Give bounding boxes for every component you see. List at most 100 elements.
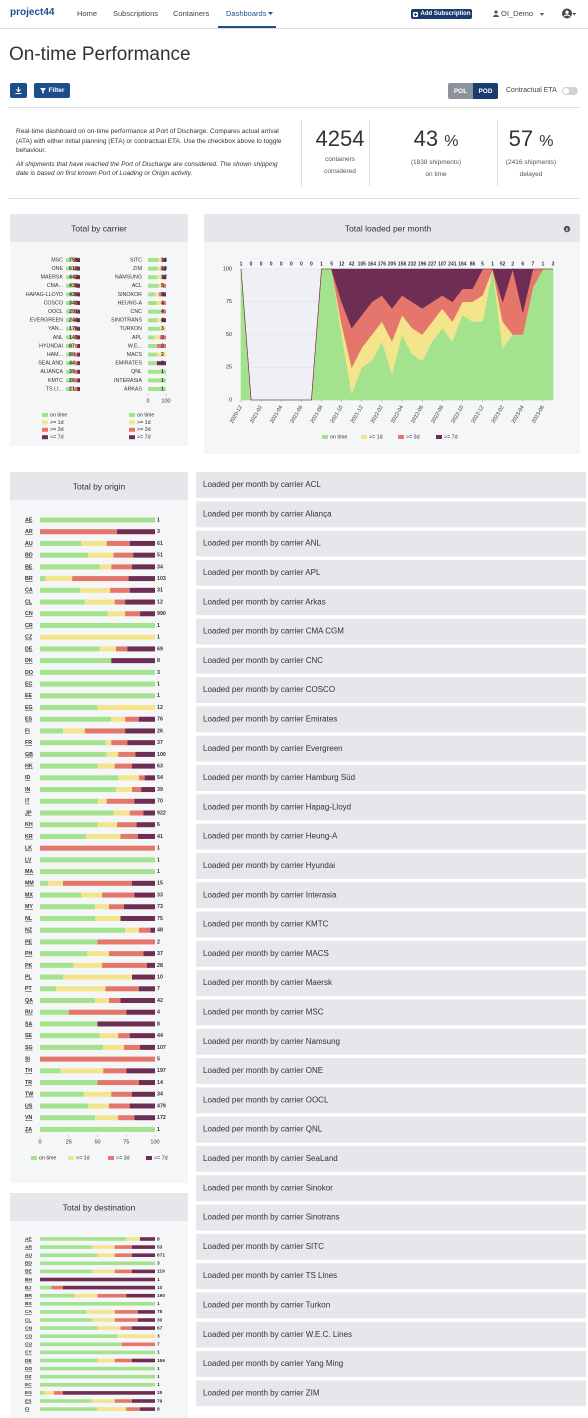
collapsible-panel[interactable] [196,618,586,645]
count-label: 1 [157,846,160,852]
panel-title[interactable]: Loaded per month by carrier Hapag-Lloyd [203,802,351,811]
count-label: 15 [157,881,163,887]
account-menu[interactable] [562,8,576,19]
collapsible-panel[interactable] [196,472,586,498]
legend-label: >= 7d [154,1155,168,1161]
bar-segment [105,740,112,746]
panel-title[interactable]: Loaded per month by carrier Namsung [203,1037,340,1046]
collapsible-panel[interactable] [196,1263,586,1290]
count-label: 2 [161,352,164,358]
panel-title[interactable]: Loaded per month by carrier KMTC [203,920,329,929]
nav-link[interactable]: Subscriptions [113,9,159,18]
panel-title[interactable]: Loaded per month by carrier APL [203,568,321,577]
collapsible-panel[interactable] [196,1116,586,1143]
panel-title[interactable]: Loaded per month by carrier Sinotrans [203,1213,340,1222]
collapsible-panel[interactable] [196,501,586,528]
logo[interactable]: project44 [10,7,55,18]
panel-title[interactable]: Loaded per month by carrier Yang Ming [203,1359,343,1368]
download-button[interactable] [10,83,27,98]
panel-title[interactable]: Loaded per month by carrier W.E.C. Lines [203,1330,352,1339]
bar-segment [40,857,155,863]
collapsible-panel[interactable] [196,1058,586,1084]
collapsible-panel[interactable] [196,1321,586,1348]
panel-title[interactable]: Loaded per month by carrier Hamburg Süd [203,773,355,782]
panel-title[interactable]: Loaded per month by carrier CNC [203,656,323,665]
category-label: CN [25,611,33,617]
panel-title[interactable]: Loaded per month by carrier CMA CGM [203,627,344,636]
panel-title[interactable]: Loaded per month by carrier Turkon [203,1301,330,1310]
panel-title[interactable]: Loaded per month by carrier MACS [203,949,329,958]
collapsible-panel[interactable] [196,559,586,586]
panel-title[interactable]: Loaded per month by carrier Emirates [203,715,337,724]
collapsible-panel[interactable] [196,589,586,616]
user-name[interactable]: OI_Demo [501,9,534,18]
collapsible-panel[interactable] [196,765,586,791]
collapsible-panel[interactable] [196,1233,586,1260]
collapsible-panel[interactable] [196,530,586,557]
panel-title[interactable]: Loaded per month by carrier SeaLand [203,1154,338,1163]
panel-title[interactable]: Loaded per month by carrier MSC [203,1008,324,1017]
panel-title[interactable]: Loaded per month by carrier ACL [203,480,321,489]
nav-link[interactable]: Dashboards [226,9,267,18]
collapsible-panel[interactable] [196,823,586,850]
toggle-pol[interactable]: POL [448,83,473,99]
panel-title[interactable]: Loaded per month by carrier Hyundai [203,861,335,870]
category-label: BS [25,1301,32,1307]
collapsible-panel[interactable] [196,706,586,733]
collapsible-panel[interactable] [196,647,586,674]
panel-title[interactable]: Loaded per month by carrier COSCO [203,685,335,694]
category-label: EMIRATES [115,361,142,367]
panel-title[interactable]: Loaded per month by carrier Maersk [203,978,333,987]
category-label: KMTC [48,378,63,384]
contractual-eta-switch[interactable] [562,87,578,95]
panel-title[interactable]: Loaded per month by carrier QNL [203,1125,323,1134]
panel-title[interactable]: Loaded per month by carrier Aliança [203,509,332,518]
collapsible-panel[interactable] [196,852,586,879]
panel-title[interactable]: Loaded per month by carrier ONE [203,1066,323,1075]
category-label: PL [25,974,33,980]
count-label: 3 [157,1261,160,1267]
collapsible-panel[interactable] [196,1028,586,1055]
panel-title[interactable]: Loaded per month by carrier SITC [203,1242,324,1251]
nav-link[interactable]: Home [77,9,98,18]
collapsible-panel[interactable] [196,1204,586,1231]
panel-title[interactable]: Loaded per month by carrier ANL [203,539,321,548]
count-label: 78 [157,1309,163,1315]
count-label: 75 [157,916,163,922]
collapsible-panel[interactable] [196,1351,586,1377]
collapsible-panel[interactable] [196,999,586,1026]
panel-title[interactable]: Loaded per month by carrier Heung-A [203,832,338,841]
collapsible-panel[interactable] [196,794,586,821]
bar-segment [102,962,147,968]
collapsible-panel[interactable] [196,677,586,704]
panel-title[interactable]: Loaded per month by carrier Interasia [203,890,337,899]
add-subscription-button[interactable]: Add Subscription [411,9,472,19]
panel-title[interactable]: Loaded per month by carrier Evergreen [203,744,343,753]
count-label: 54 [157,775,163,781]
collapsible-panel[interactable] [196,1380,586,1407]
collapsible-panel[interactable] [196,911,586,938]
collapsible-panel[interactable] [196,1087,586,1114]
collapsible-panel[interactable] [196,1175,586,1202]
filter-button[interactable]: Filter [34,83,70,98]
collapsible-panel[interactable] [196,882,586,909]
bar-segment [148,283,159,288]
panel-title[interactable]: Loaded per month by carrier OOCL [203,1095,329,1104]
count-label: 1 [157,635,160,641]
panel-title[interactable]: Loaded per month by carrier Arkas [203,597,326,606]
collapsible-panel[interactable] [196,970,586,997]
collapsible-panel[interactable] [196,735,586,762]
bar-segment [144,775,155,781]
panel-title[interactable]: Loaded per month by carrier Sinokor [203,1183,333,1192]
collapsible-panel[interactable] [196,940,586,967]
collapsible-panel[interactable] [196,1145,586,1172]
bar-segment [74,1293,98,1298]
toggle-pod[interactable]: POD [473,83,498,99]
nav-link[interactable]: Containers [173,9,210,18]
category-label: US [25,1103,33,1109]
bar-segment [143,810,155,816]
collapsible-panel[interactable] [196,1292,586,1319]
panel-title[interactable]: Loaded per month by carrier TS Lines [203,1271,337,1280]
panel-title[interactable]: Loaded per month by carrier ZIM [203,1388,320,1397]
count-label: 227 [428,261,437,267]
